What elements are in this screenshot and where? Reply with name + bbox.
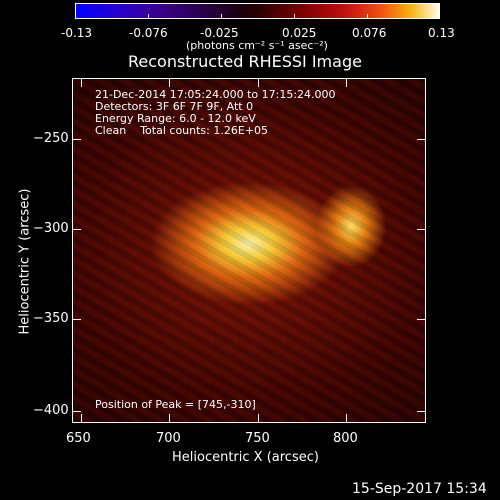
colorbar-label-2: -0.076 (129, 26, 168, 40)
info-line-2: Detectors: 3F 6F 7F 9F, Att 0 (95, 100, 254, 113)
y-tick-right (417, 319, 425, 320)
y-tick (73, 229, 81, 230)
colorbar-units: (photons cm⁻² s⁻¹ asec⁻²) (186, 39, 328, 52)
y-axis-label: Heliocentric Y (arcsec) (17, 188, 33, 335)
colorbar-tick (294, 14, 295, 18)
peak-position: Position of Peak = [745,-310] (95, 398, 256, 411)
colorbar-label-6: 0.13 (428, 26, 455, 40)
x-tick-label: 800 (333, 431, 358, 446)
y-tick-right (417, 229, 425, 230)
plot-title: Reconstructed RHESSI Image (128, 52, 362, 71)
x-tick-top (81, 79, 82, 87)
colorbar-label-1: -0.13 (61, 26, 93, 40)
info-line-3: Energy Range: 6.0 - 12.0 keV (95, 112, 256, 125)
x-tick-top (346, 79, 347, 87)
rhessi-image (73, 79, 425, 422)
x-tick (258, 414, 259, 422)
y-tick-right (417, 411, 425, 412)
y-tick (73, 319, 81, 320)
x-tick-label: 750 (245, 431, 270, 446)
x-tick-top (258, 79, 259, 87)
x-axis-label: Heliocentric X (arcsec) (172, 450, 319, 465)
y-tick (73, 411, 81, 412)
info-line-1: 21-Dec-2014 17:05:24.000 to 17:15:24.000 (95, 88, 336, 101)
colorbar (75, 3, 440, 19)
info-line-4: Clean Total counts: 1.26E+05 (95, 124, 269, 137)
y-tick (73, 139, 81, 140)
colorbar-tick (148, 14, 149, 18)
y-tick-label: −400 (33, 403, 69, 418)
y-tick-right (417, 139, 425, 140)
colorbar-tick (221, 14, 222, 18)
colorbar-label-5: 0.076 (352, 26, 387, 40)
colorbar-tick (367, 14, 368, 18)
image-plot: 21-Dec-2014 17:05:24.000 to 17:15:24.000… (72, 78, 426, 423)
x-tick (169, 414, 170, 422)
x-tick (346, 414, 347, 422)
x-tick (81, 414, 82, 422)
y-tick-label: −350 (33, 311, 69, 326)
colorbar-label-4: 0.025 (282, 26, 317, 40)
y-tick-label: −250 (33, 131, 69, 146)
x-tick-top (169, 79, 170, 87)
y-tick-label: −300 (33, 221, 69, 236)
x-tick-label: 700 (156, 431, 181, 446)
footer-date: 15-Sep-2017 15:34 (352, 481, 487, 497)
colorbar-label-3: -0.025 (200, 26, 239, 40)
x-tick-label: 650 (66, 431, 91, 446)
